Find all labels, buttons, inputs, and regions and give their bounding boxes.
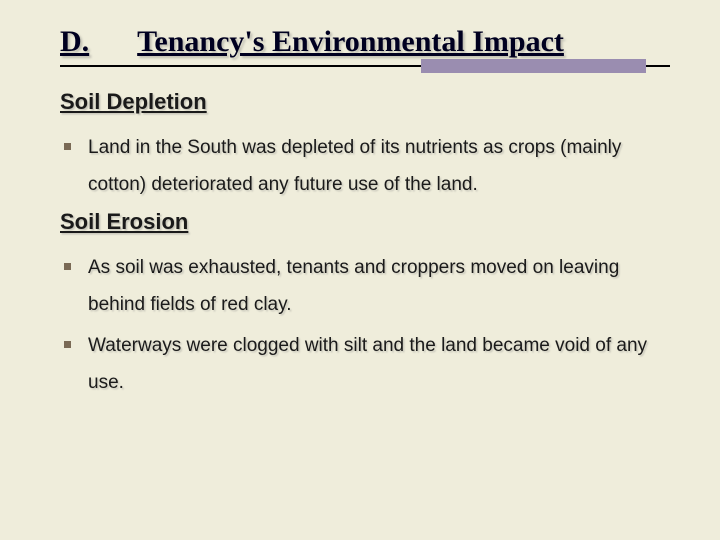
- title-marker: D.: [60, 25, 89, 58]
- divider-accent-bar: [421, 59, 646, 73]
- title-divider: [60, 65, 670, 67]
- slide-container: D. Tenancy's Environmental Impact Soil De…: [0, 0, 720, 435]
- bullet-list-0: Land in the South was depleted of its nu…: [60, 129, 670, 203]
- list-item: As soil was exhausted, tenants and cropp…: [64, 249, 670, 323]
- section-heading-0: Soil Depletion: [60, 89, 670, 115]
- list-item: Waterways were clogged with silt and the…: [64, 327, 670, 401]
- section-heading-1: Soil Erosion: [60, 209, 670, 235]
- list-item: Land in the South was depleted of its nu…: [64, 129, 670, 203]
- title-text: Tenancy's Environmental Impact: [137, 25, 564, 58]
- bullet-list-1: As soil was exhausted, tenants and cropp…: [60, 249, 670, 401]
- slide-title: D. Tenancy's Environmental Impact: [60, 25, 670, 59]
